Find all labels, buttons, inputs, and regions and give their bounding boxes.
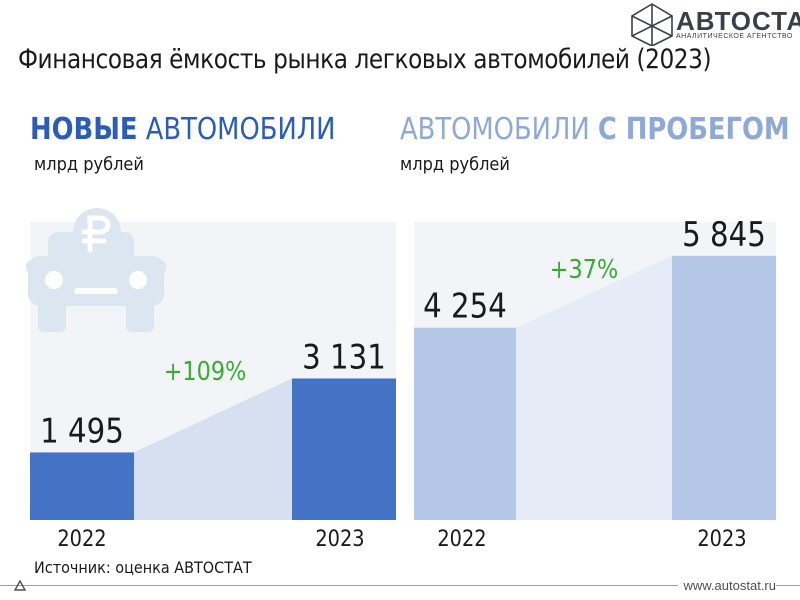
new-cars-heading-bold: НОВЫЕ xyxy=(30,112,138,147)
change-label: +37% xyxy=(550,253,618,284)
tick-label: 2023 xyxy=(315,526,364,551)
tick-label: 2022 xyxy=(437,526,486,551)
used-cars-unit: млрд рублей xyxy=(400,154,510,175)
logo-name: АВТОСТАТ xyxy=(676,6,800,36)
new-cars-heading-light: АВТОМОБИЛИ xyxy=(145,112,336,147)
growth-band xyxy=(134,378,292,520)
new-cars-heading: НОВЫЕ АВТОМОБИЛИ xyxy=(30,112,335,147)
used-cars-heading: АВТОМОБИЛИ С ПРОБЕГОМ xyxy=(400,112,790,147)
footer-divider xyxy=(0,585,800,586)
page-title: Финансовая ёмкость рынка легковых автомо… xyxy=(18,44,712,75)
growth-band xyxy=(516,255,672,520)
logo-subtitle: аналитическое агентство xyxy=(676,33,793,40)
new-cars-unit: млрд рублей xyxy=(34,154,144,175)
value-label: 4 254 xyxy=(423,288,507,327)
tick-label: 2023 xyxy=(697,526,746,551)
footer-logo-icon xyxy=(14,580,26,591)
bar-2023 xyxy=(292,378,396,520)
source-note: Источник: оценка АВТОСТАТ xyxy=(34,558,252,577)
value-label: 3 131 xyxy=(302,338,386,377)
value-label: 5 845 xyxy=(682,216,766,255)
bar-2022 xyxy=(414,327,516,520)
used-cars-series: 4 254 2022 5 845 2023 +37% xyxy=(414,216,776,551)
bar-2023 xyxy=(672,255,776,520)
used-cars-heading-bold: С ПРОБЕГОМ xyxy=(597,112,790,147)
car-ruble-icon xyxy=(26,208,166,332)
change-label: +109% xyxy=(164,355,247,386)
autostat-logo-icon xyxy=(631,3,673,46)
site-url[interactable]: www.autostat.ru xyxy=(677,578,776,593)
value-label: 1 495 xyxy=(40,412,124,451)
tick-label: 2022 xyxy=(57,526,106,551)
used-cars-heading-light: АВТОМОБИЛИ xyxy=(400,112,590,147)
new-cars-series: 1 495 2022 3 131 2023 +109% xyxy=(30,338,396,551)
bar-2022 xyxy=(30,452,134,520)
